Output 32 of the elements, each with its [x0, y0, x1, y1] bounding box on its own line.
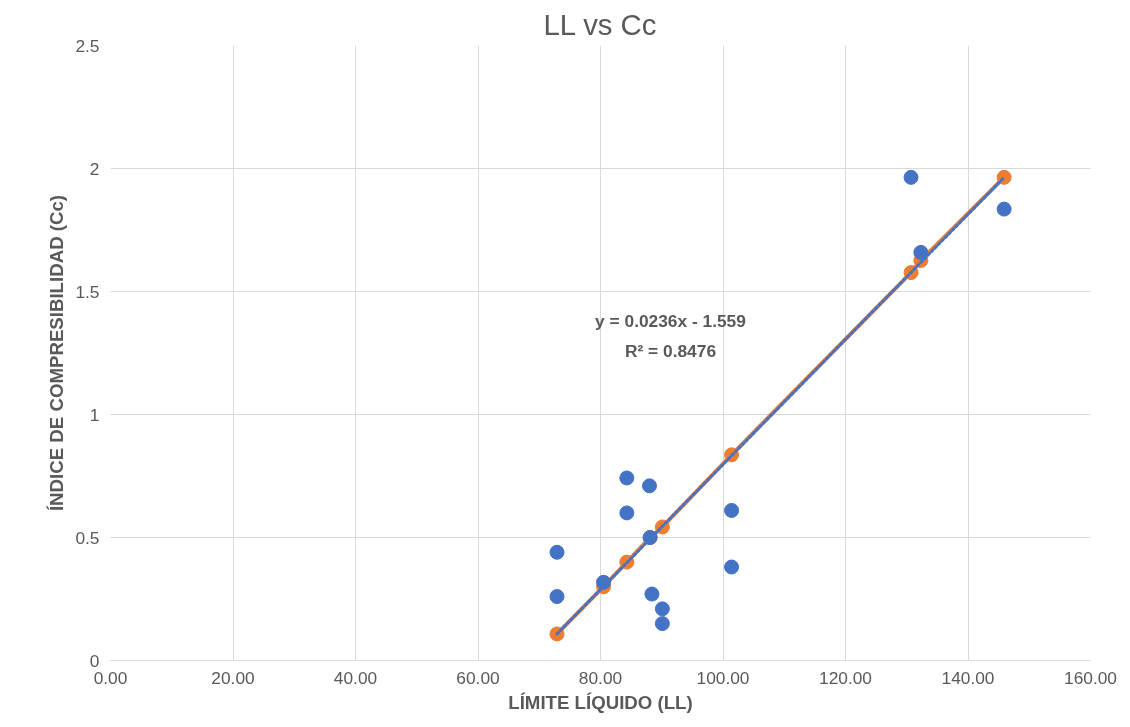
point — [913, 244, 929, 260]
point — [642, 478, 657, 494]
x-tick-label: 60.00 — [456, 667, 500, 688]
y-tick-label: 2.5 — [75, 35, 100, 56]
x-tick-label: 20.00 — [211, 667, 255, 688]
chart-title: LL vs Cc — [543, 7, 657, 41]
y-tick-label: 1.5 — [75, 281, 100, 302]
x-tick-label: 160.00 — [1064, 667, 1117, 688]
point — [619, 470, 635, 486]
point — [996, 201, 1012, 217]
point — [654, 616, 670, 632]
point — [596, 574, 612, 590]
y-tick-label: 0.5 — [75, 527, 100, 548]
x-tick-label: 120.00 — [819, 667, 872, 688]
point — [903, 169, 919, 185]
point — [996, 169, 1012, 185]
point — [724, 559, 740, 575]
y-tick-label: 2 — [89, 158, 100, 179]
annotation: y = 0.0236x - 1.559 R² = 0.8476 — [595, 310, 746, 361]
x-tick-label: 100.00 — [696, 667, 750, 688]
point — [724, 502, 740, 518]
point — [654, 601, 670, 617]
point — [549, 544, 565, 560]
point — [619, 505, 635, 521]
x-tick-label: 140.00 — [941, 667, 995, 688]
y-tick-label: 1 — [89, 404, 100, 425]
x-tick-label: 80.00 — [578, 667, 623, 688]
point — [644, 586, 660, 602]
x-axis-title: LÍMITE LÍQUIDO (LL) — [508, 691, 693, 713]
point — [549, 589, 565, 605]
y-axis-title: ÍNDICE DE COMPRESIBILIDAD (Cc) — [46, 194, 68, 512]
x-tick-label: 40.00 — [333, 667, 378, 688]
